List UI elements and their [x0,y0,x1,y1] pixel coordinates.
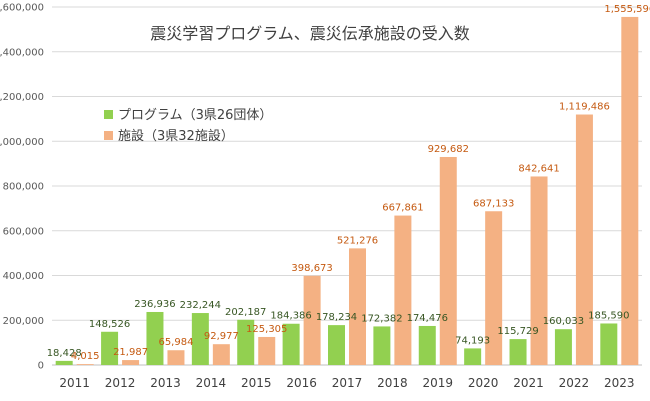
y-tick-label: 600,000 [3,226,44,237]
bar-series-1 [101,331,119,365]
bar-series-1 [282,323,300,365]
data-label-series-2: 929,682 [428,144,469,155]
bar-series-2 [575,114,593,365]
y-tick-label: 1,600,000 [0,3,44,14]
bars [55,16,639,365]
data-label-series-1: 115,729 [497,326,538,337]
x-tick-label: 2014 [196,376,227,390]
data-label-series-1: 185,590 [588,310,629,321]
x-tick-label: 2022 [559,376,590,390]
bar-series-1 [554,329,572,365]
data-label-series-1: 232,244 [180,300,221,311]
data-label-series-1: 236,936 [134,299,175,310]
data-label-series-2: 687,133 [473,198,514,209]
y-axis: 0 200,000 400,000 600,000 800,000 1,000,000 1,… [0,3,44,372]
bar-series-2 [303,275,321,365]
bar-series-2 [258,336,276,365]
data-label-series-2: 92,977 [204,331,239,342]
data-label-series-2: 1,119,486 [559,102,610,113]
data-label-series-1: 74,193 [455,335,490,346]
data-label-series-2: 521,276 [337,235,378,246]
x-tick-label: 2016 [286,376,317,390]
bar-series-2 [621,16,639,365]
bar-series-2 [212,344,230,365]
bar-series-1 [464,348,482,365]
data-labels: 18,428 148,526 236,936 232,244 202,187 184,38… [47,4,650,362]
data-label-series-1: 184,386 [270,311,311,322]
data-label-series-1: 202,187 [225,307,266,318]
data-label-series-2: 21,987 [113,347,148,358]
bar-series-1 [328,325,345,365]
y-tick-label: 200,000 [3,316,44,327]
data-label-series-2: 667,861 [382,203,423,214]
x-tick-label: 2021 [513,376,544,390]
y-tick-label: 800,000 [3,182,44,193]
bar-series-2 [485,211,503,365]
legend-label: プログラム（3県26団体） [118,108,272,123]
bar-series-2 [76,364,94,365]
data-label-series-2: 65,984 [158,337,193,348]
bar-series-1 [373,326,391,365]
bar-series-2 [530,176,548,365]
chart-title: 震災学習プログラム、震災伝承施設の受入数 [150,24,470,43]
data-label-series-1: 148,526 [89,319,130,330]
data-label-series-1: 172,382 [361,313,402,324]
x-tick-label: 2017 [332,376,363,390]
bar-series-2 [439,156,457,365]
data-label-series-1: 160,033 [543,316,584,327]
x-tick-label: 2018 [377,376,408,390]
legend-swatch [104,110,113,119]
x-tick-label: 2013 [150,376,181,390]
bar-series-2 [394,215,412,365]
data-label-series-2: 1,555,596 [604,4,650,15]
legend-label: 施設（3県32施設） [118,128,234,144]
y-tick-label: 1,200,000 [0,92,44,103]
legend-swatch [104,131,113,140]
bar-series-2 [349,248,366,365]
data-label-series-1: 178,234 [316,312,357,323]
x-tick-label: 2023 [604,376,635,390]
y-tick-label: 1,000,000 [0,137,44,148]
bar-series-1 [600,323,618,365]
data-label-series-2: 4,015 [71,351,100,362]
y-tick-label: 400,000 [3,271,44,282]
data-label-series-2: 398,673 [291,263,332,274]
x-tick-label: 2012 [105,376,136,390]
bar-series-1 [509,339,527,365]
bar-series-1 [55,360,73,365]
data-label-series-1: 174,476 [407,313,448,324]
bar-series-1 [418,325,436,365]
bar-series-2 [122,360,140,365]
legend: プログラム（3県26団体） 施設（3県32施設） [104,108,272,144]
x-tick-label: 2019 [422,376,453,390]
x-axis: 2011 2012 2013 2014 2015 2016 2017 2018 2019 2020… [59,376,634,390]
data-label-series-1: 18,428 [47,348,82,359]
x-tick-label: 2015 [241,376,272,390]
data-label-series-2: 125,305 [246,324,287,335]
y-tick-label: 1,400,000 [0,47,44,58]
x-tick-label: 2011 [59,376,90,390]
bar-series-1 [237,319,255,365]
data-label-series-2: 842,641 [518,163,559,174]
x-tick-label: 2020 [468,376,499,390]
y-tick-label: 0 [38,361,44,372]
bar-series-2 [167,350,185,365]
bar-series-1 [146,311,164,365]
bar-series-1 [191,313,209,365]
